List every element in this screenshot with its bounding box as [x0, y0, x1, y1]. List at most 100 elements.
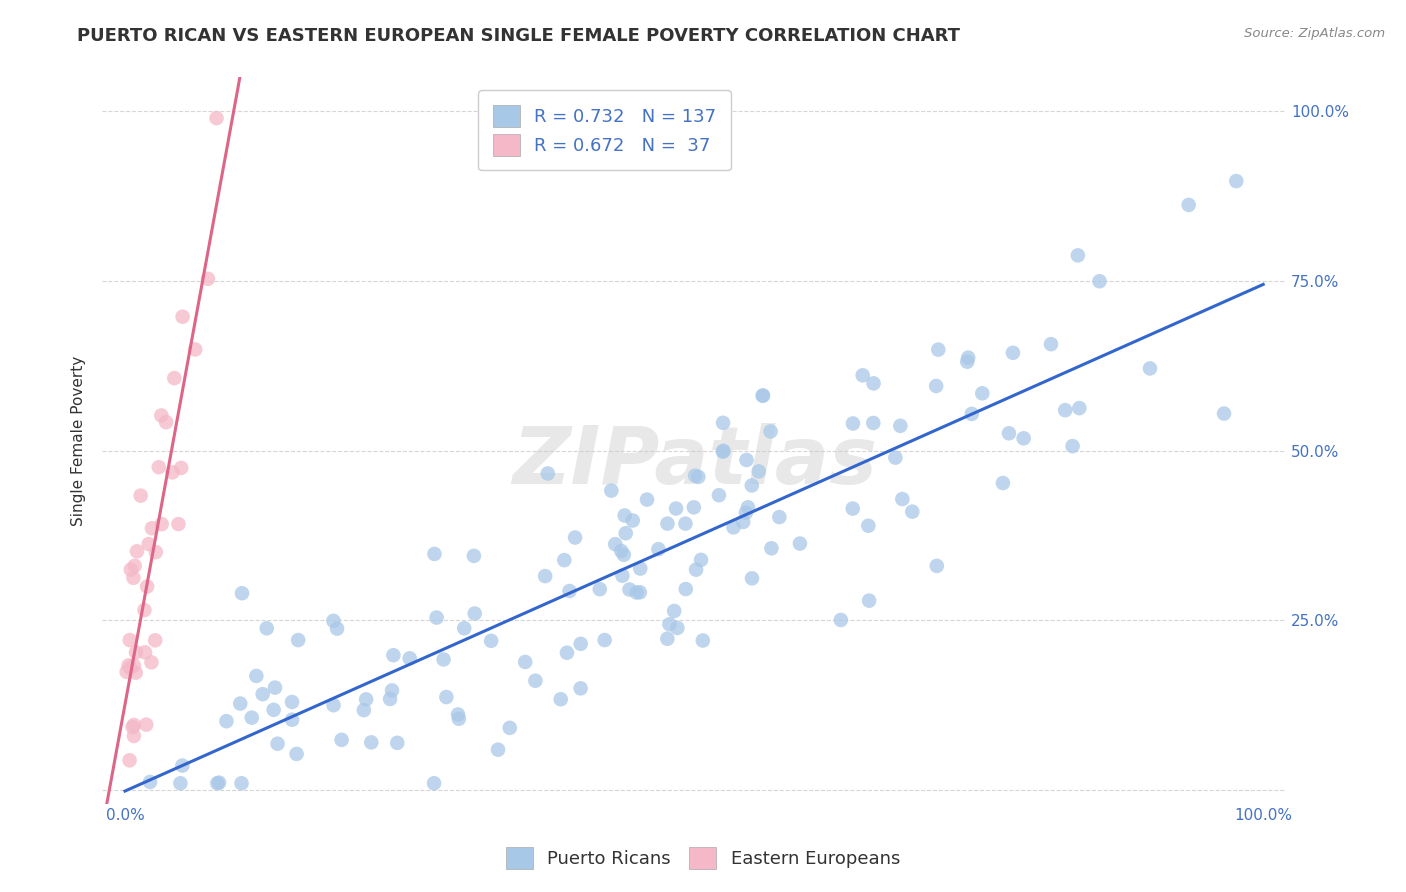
Point: [229, 697, 252, 711]
Point: [925, 379, 948, 393]
Point: [612, 568, 634, 582]
Text: ZIPatlas: ZIPatlas: [512, 424, 876, 501]
Point: [619, 582, 641, 597]
Point: [122, 729, 145, 743]
Point: [163, 371, 186, 385]
Point: [555, 646, 578, 660]
Point: [360, 735, 382, 749]
Point: [167, 516, 190, 531]
Point: [647, 542, 669, 557]
Point: [170, 461, 193, 475]
Point: [263, 703, 285, 717]
Point: [121, 720, 143, 734]
Point: [956, 354, 979, 368]
Point: [145, 545, 167, 559]
Point: [628, 561, 651, 575]
Point: [830, 613, 852, 627]
Point: [688, 470, 710, 484]
Point: [991, 476, 1014, 491]
Point: [136, 580, 159, 594]
Point: [711, 444, 734, 458]
Point: [685, 563, 707, 577]
Point: [378, 692, 401, 706]
Point: [172, 758, 194, 772]
Point: [387, 736, 409, 750]
Point: [150, 409, 173, 423]
Point: [761, 541, 783, 556]
Point: [148, 460, 170, 475]
Point: [118, 753, 141, 767]
Point: [245, 669, 267, 683]
Point: [453, 621, 475, 635]
Point: [735, 453, 758, 467]
Point: [125, 665, 148, 680]
Point: [613, 548, 636, 562]
Point: [901, 505, 924, 519]
Point: [197, 272, 219, 286]
Point: [636, 492, 658, 507]
Point: [115, 665, 138, 679]
Point: [1177, 198, 1199, 212]
Point: [240, 711, 263, 725]
Point: [231, 586, 253, 600]
Point: [118, 633, 141, 648]
Point: [423, 776, 446, 790]
Point: [707, 488, 730, 502]
Point: [605, 537, 627, 551]
Point: [281, 695, 304, 709]
Point: [162, 466, 184, 480]
Point: [125, 544, 148, 558]
Point: [1088, 274, 1111, 288]
Point: [553, 553, 575, 567]
Point: [256, 621, 278, 635]
Point: [150, 517, 173, 532]
Point: [434, 690, 457, 704]
Point: [330, 732, 353, 747]
Point: [841, 501, 863, 516]
Point: [558, 584, 581, 599]
Point: [479, 633, 502, 648]
Point: [184, 343, 207, 357]
Point: [266, 737, 288, 751]
Point: [381, 683, 404, 698]
Point: [960, 407, 983, 421]
Text: Source: ZipAtlas.com: Source: ZipAtlas.com: [1244, 27, 1385, 40]
Point: [134, 603, 156, 617]
Point: [665, 501, 688, 516]
Point: [1213, 407, 1236, 421]
Point: [382, 648, 405, 663]
Point: [398, 651, 420, 665]
Point: [1062, 439, 1084, 453]
Point: [426, 610, 449, 624]
Point: [141, 521, 163, 535]
Point: [205, 111, 228, 125]
Point: [675, 582, 697, 596]
Point: [1040, 337, 1063, 351]
Point: [1012, 431, 1035, 445]
Point: [711, 416, 734, 430]
Point: [737, 500, 759, 515]
Point: [852, 368, 875, 383]
Point: [122, 718, 145, 732]
Legend: R = 0.732   N = 137, R = 0.672   N =  37: R = 0.732 N = 137, R = 0.672 N = 37: [478, 90, 731, 170]
Point: [891, 491, 914, 506]
Point: [858, 593, 880, 607]
Point: [354, 692, 377, 706]
Point: [569, 637, 592, 651]
Point: [610, 544, 633, 558]
Point: [129, 489, 152, 503]
Point: [139, 775, 162, 789]
Point: [723, 520, 745, 534]
Point: [889, 418, 911, 433]
Point: [252, 687, 274, 701]
Point: [748, 464, 770, 478]
Point: [486, 742, 509, 756]
Point: [120, 563, 142, 577]
Point: [135, 717, 157, 731]
Point: [569, 681, 592, 696]
Point: [287, 633, 309, 648]
Point: [353, 703, 375, 717]
Point: [447, 707, 470, 722]
Point: [524, 673, 547, 688]
Point: [1139, 361, 1161, 376]
